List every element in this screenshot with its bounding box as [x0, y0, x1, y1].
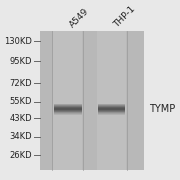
Bar: [98, 103, 125, 104]
Bar: [53, 31, 82, 170]
Bar: [98, 112, 125, 113]
Bar: [54, 109, 82, 110]
Bar: [98, 107, 125, 108]
Bar: [54, 103, 82, 104]
Bar: [98, 113, 125, 114]
Text: 130KD: 130KD: [4, 37, 32, 46]
Bar: [98, 106, 125, 107]
Bar: [98, 104, 125, 105]
Text: 26KD: 26KD: [10, 151, 32, 160]
Bar: [54, 112, 82, 113]
Bar: [54, 105, 82, 106]
Bar: [54, 110, 82, 111]
Bar: [40, 31, 144, 170]
Bar: [98, 105, 125, 106]
Text: 95KD: 95KD: [10, 57, 32, 66]
Bar: [97, 31, 126, 170]
Bar: [98, 114, 125, 115]
Text: 72KD: 72KD: [10, 79, 32, 88]
Bar: [54, 113, 82, 114]
Bar: [54, 104, 82, 105]
Bar: [54, 107, 82, 108]
Text: 43KD: 43KD: [10, 114, 32, 123]
Bar: [98, 109, 125, 110]
Bar: [98, 111, 125, 112]
Text: 34KD: 34KD: [10, 132, 32, 141]
Bar: [54, 106, 82, 107]
Bar: [54, 108, 82, 109]
Text: 55KD: 55KD: [10, 97, 32, 106]
Text: A549: A549: [68, 7, 91, 30]
Bar: [98, 110, 125, 111]
Bar: [54, 114, 82, 115]
Text: THP-1: THP-1: [112, 4, 137, 30]
Text: TYMP: TYMP: [149, 104, 175, 114]
Bar: [54, 111, 82, 112]
Bar: [98, 108, 125, 109]
